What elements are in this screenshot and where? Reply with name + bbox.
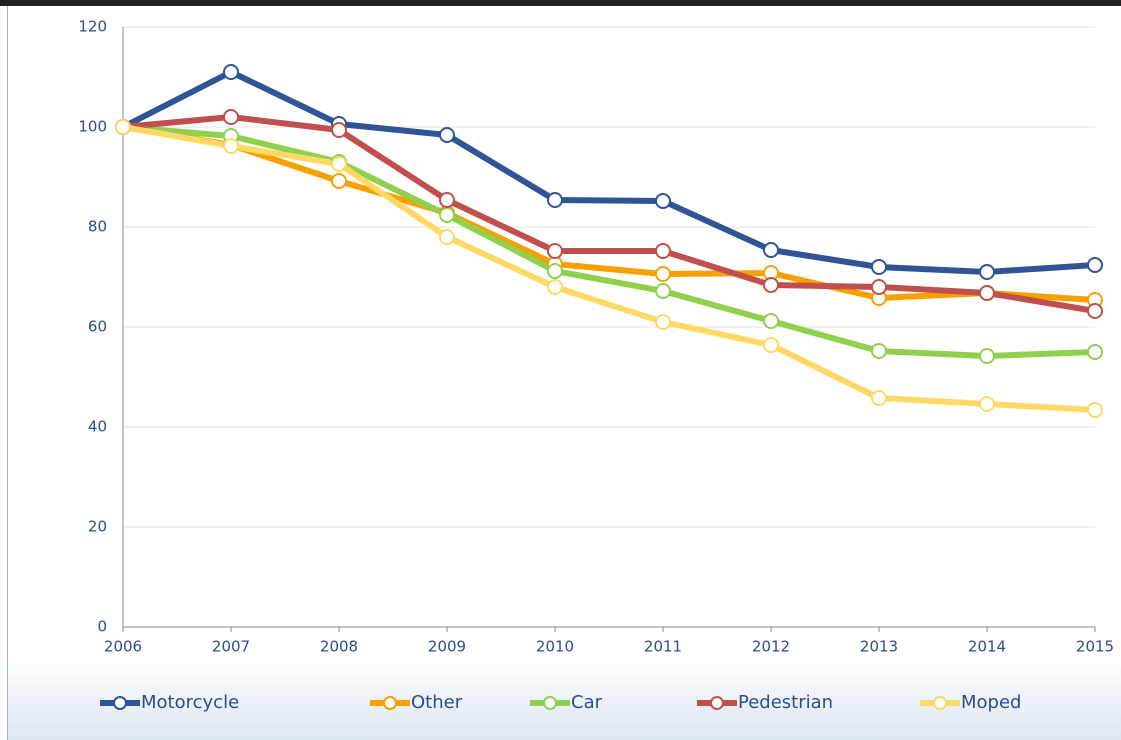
- y-tick-label: 80: [88, 218, 107, 236]
- data-point: [1087, 344, 1103, 360]
- legend-label: Car: [571, 692, 603, 713]
- data-point: [763, 242, 779, 258]
- data-point: [223, 64, 239, 80]
- legend-label: Other: [411, 692, 463, 713]
- series-line: [122, 124, 1096, 359]
- y-tick-label: 0: [97, 618, 107, 636]
- data-point: [547, 279, 563, 295]
- data-point: [331, 122, 347, 138]
- data-point: [871, 259, 887, 275]
- legend-background: [7, 655, 1121, 740]
- data-point: [979, 264, 995, 280]
- data-point: [331, 173, 347, 189]
- y-tick-label: 120: [78, 18, 107, 36]
- data-point: [439, 207, 455, 223]
- data-point: [439, 192, 455, 208]
- x-tick-label: 2009: [428, 638, 466, 656]
- y-tick-label: 20: [88, 518, 107, 536]
- data-point: [439, 229, 455, 245]
- legend-marker: [543, 696, 557, 710]
- data-point: [655, 283, 671, 299]
- data-point: [655, 243, 671, 259]
- x-tick-label: 2011: [644, 638, 682, 656]
- data-point: [763, 277, 779, 293]
- data-point: [979, 285, 995, 301]
- series-line: [122, 114, 1096, 314]
- data-point: [655, 193, 671, 209]
- data-point: [547, 243, 563, 259]
- legend-marker: [113, 696, 127, 710]
- data-point: [871, 390, 887, 406]
- data-point: [331, 156, 347, 172]
- x-tick-label: 2007: [212, 638, 250, 656]
- legend-label: Moped: [961, 692, 1021, 713]
- data-point: [763, 337, 779, 353]
- data-point: [547, 263, 563, 279]
- data-point: [655, 266, 671, 282]
- legend-marker: [710, 696, 724, 710]
- data-point: [547, 192, 563, 208]
- legend-marker: [933, 696, 947, 710]
- data-point: [871, 279, 887, 295]
- series-line: [122, 124, 1096, 413]
- data-point: [655, 314, 671, 330]
- x-tick-label: 2013: [860, 638, 898, 656]
- legend-label: Motorcycle: [141, 692, 239, 713]
- data-point: [223, 138, 239, 154]
- y-tick-label: 100: [78, 118, 107, 136]
- y-tick-label: 60: [88, 318, 107, 336]
- data-point: [1087, 402, 1103, 418]
- series-line: [121, 69, 1096, 275]
- data-point: [1087, 303, 1103, 319]
- data-point: [979, 348, 995, 364]
- x-tick-label: 2008: [320, 638, 358, 656]
- cropped-header: [0, 0, 1121, 6]
- legend-label: Pedestrian: [738, 692, 833, 713]
- data-point: [223, 109, 239, 125]
- data-point: [979, 396, 995, 412]
- x-tick-label: 2006: [104, 638, 142, 656]
- x-tick-label: 2014: [968, 638, 1006, 656]
- y-tick-label: 40: [88, 418, 107, 436]
- data-point: [763, 313, 779, 329]
- x-tick-label: 2012: [752, 638, 790, 656]
- legend-marker: [383, 696, 397, 710]
- data-point: [439, 127, 455, 143]
- series-line: [122, 124, 1096, 303]
- data-point: [1087, 257, 1103, 273]
- x-tick-label: 2010: [536, 638, 574, 656]
- data-point: [871, 343, 887, 359]
- data-point: [115, 119, 131, 135]
- x-tick-label: 2015: [1076, 638, 1114, 656]
